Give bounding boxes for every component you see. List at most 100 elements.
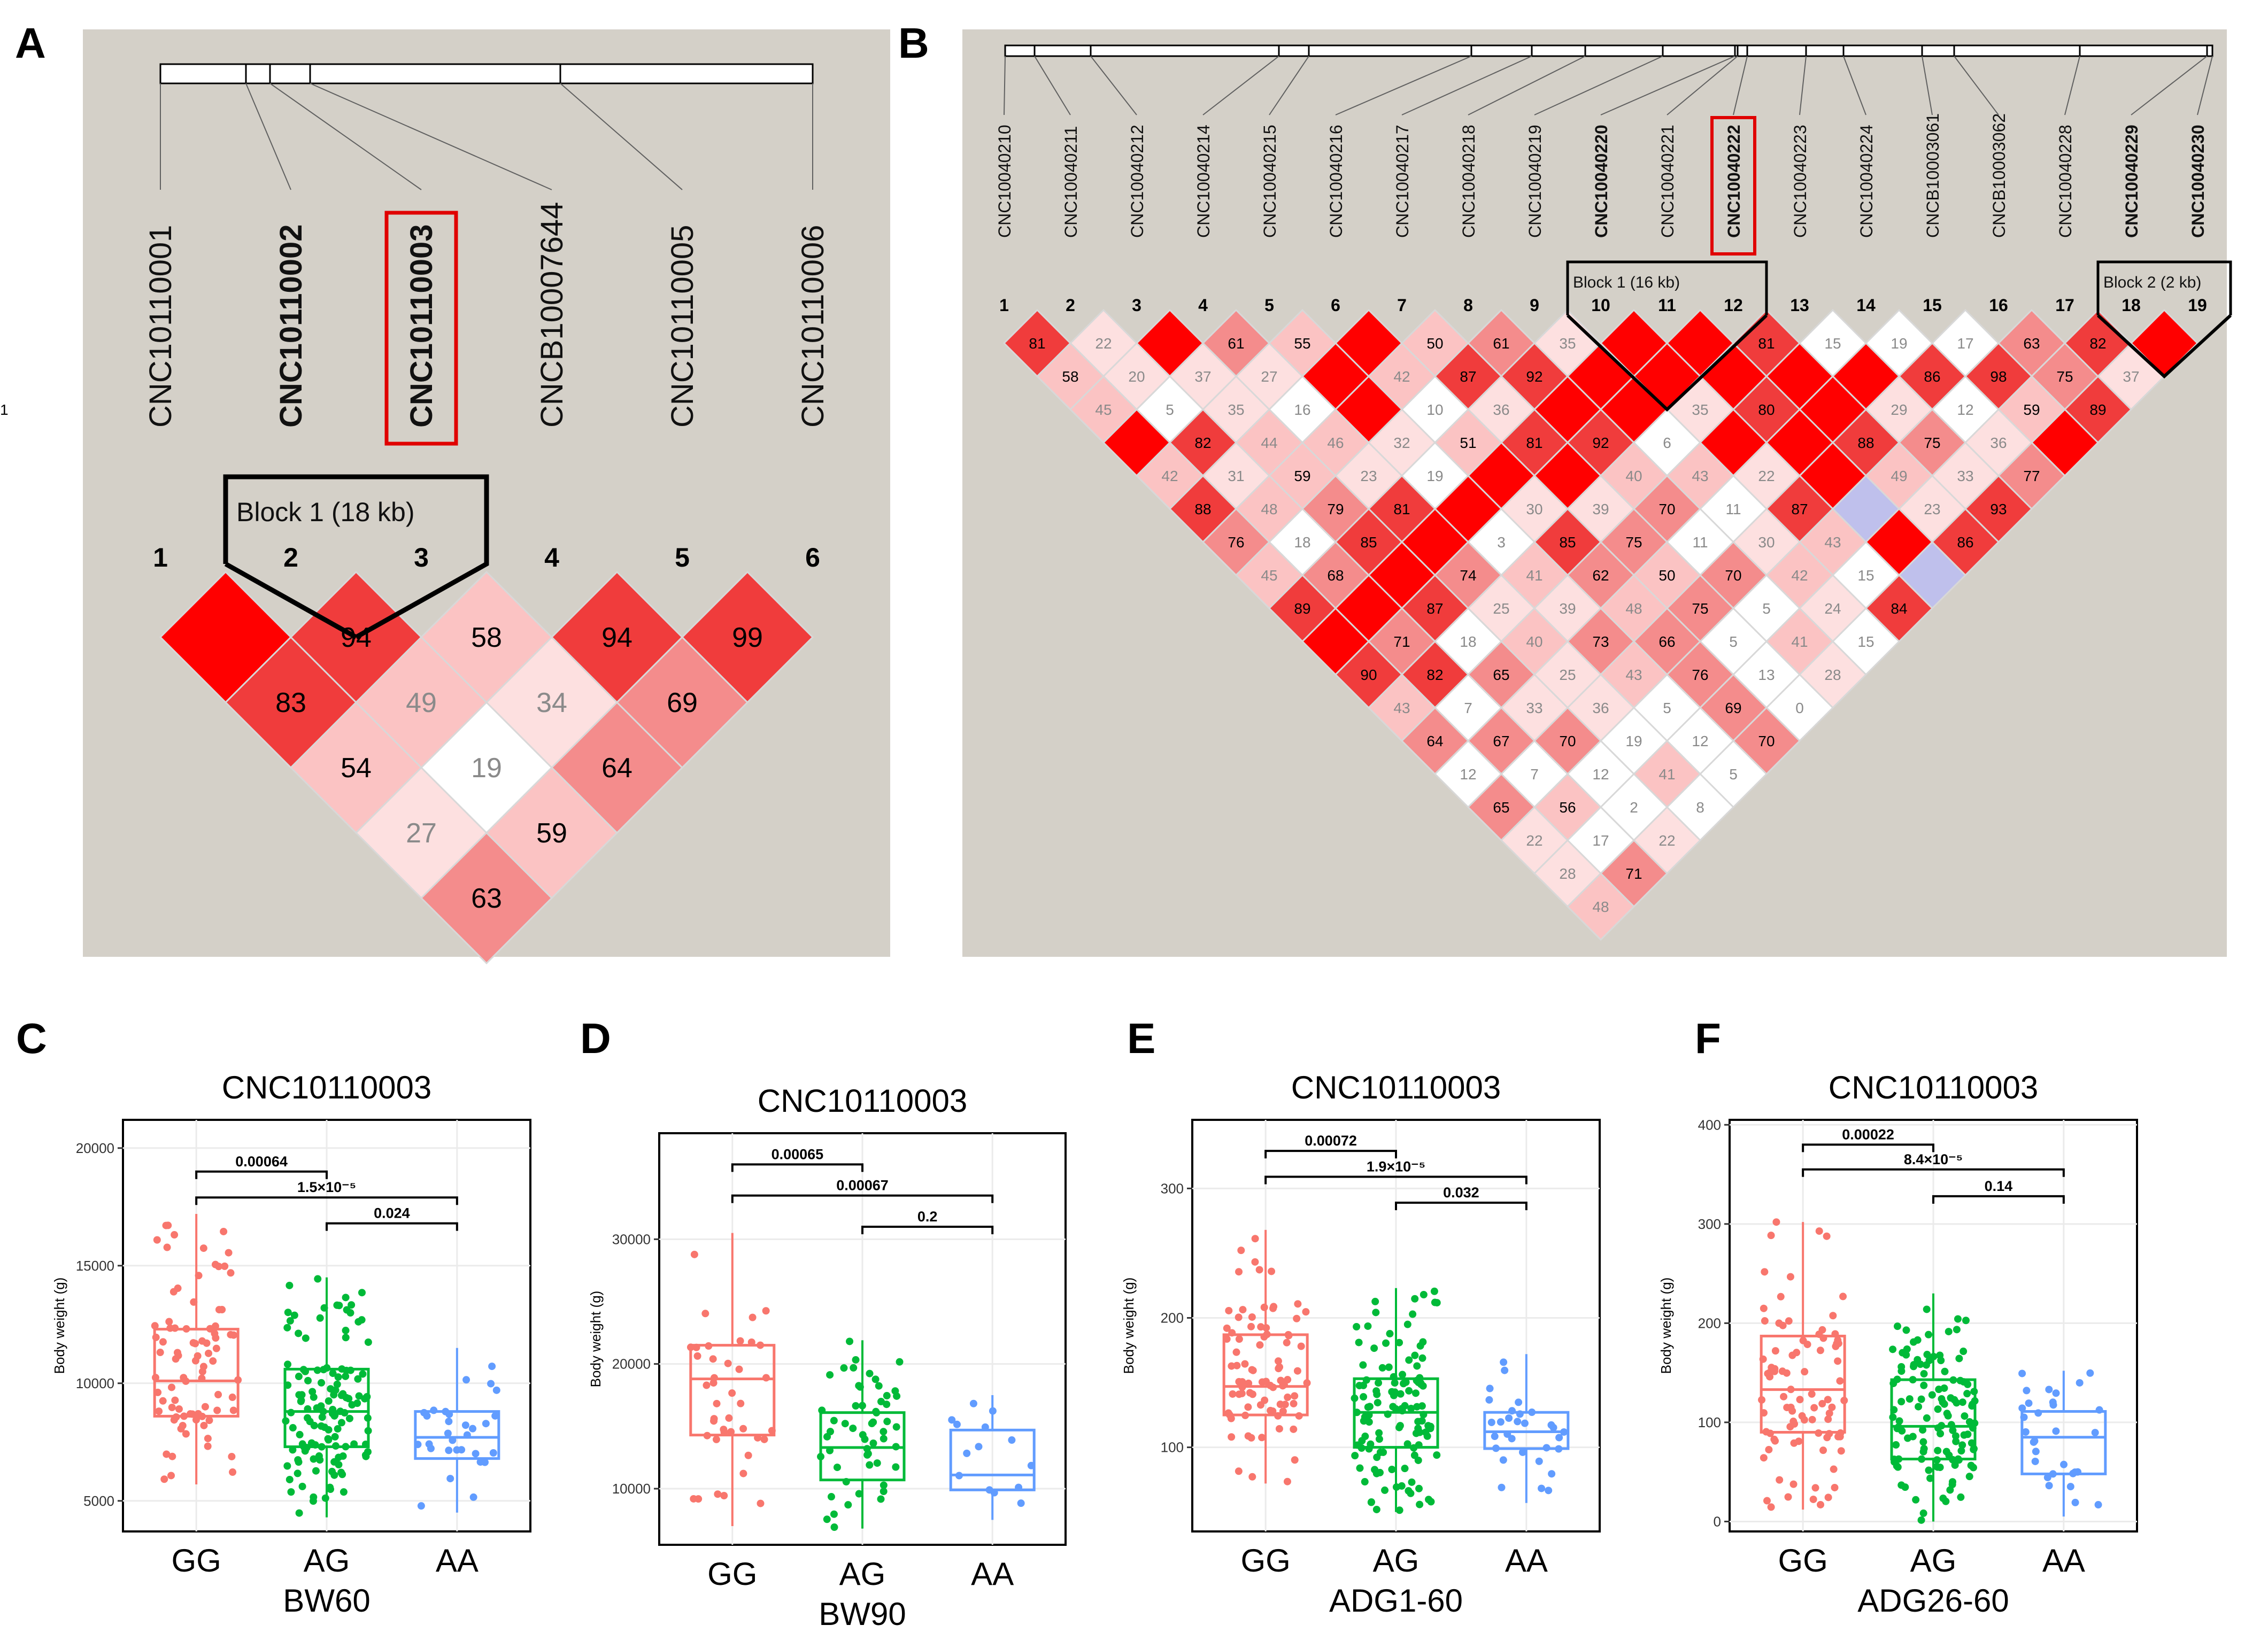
data-point <box>1496 1418 1505 1426</box>
data-point <box>2031 1437 2039 1445</box>
data-point <box>1372 1309 1380 1317</box>
data-point <box>172 1413 180 1421</box>
marker-index-label: 19 <box>2188 296 2207 315</box>
ld-value-label: 99 <box>732 622 763 653</box>
comparison-p-value: 0.14 <box>1985 1178 2013 1194</box>
data-point <box>1787 1403 1795 1411</box>
data-point <box>1893 1462 1901 1470</box>
chart-title: CNC10110003 <box>1291 1070 1501 1105</box>
ld-value-label: 27 <box>1261 368 1277 385</box>
data-point <box>1925 1466 1933 1474</box>
data-point <box>283 1324 291 1332</box>
data-point <box>1762 1428 1770 1436</box>
data-point <box>2022 1428 2030 1436</box>
data-point <box>849 1425 857 1433</box>
data-point <box>286 1475 294 1483</box>
data-point <box>345 1414 353 1422</box>
ld-value-label: 19 <box>1426 468 1443 484</box>
data-point <box>364 1427 372 1435</box>
data-point <box>720 1428 728 1436</box>
data-point <box>1371 1297 1379 1305</box>
data-point <box>2091 1429 2099 1437</box>
ld-value-label: 36 <box>1493 401 1509 418</box>
data-point <box>205 1349 213 1357</box>
marker-index-label: 18 <box>2122 296 2141 315</box>
ld-value-label: 23 <box>1360 468 1377 484</box>
data-point <box>1430 1287 1438 1295</box>
data-point <box>175 1405 183 1413</box>
data-point <box>1353 1408 1361 1417</box>
ld-value-label: 5 <box>1729 766 1738 783</box>
data-point <box>1514 1418 1522 1426</box>
marker-connector-line <box>269 83 422 190</box>
ld-value-label: 75 <box>1625 534 1642 551</box>
data-point <box>198 1337 206 1345</box>
data-point <box>1937 1430 1945 1438</box>
comparison-bracket <box>195 1170 328 1179</box>
marker-index-label: 4 <box>1198 296 1208 315</box>
data-point <box>310 1493 318 1501</box>
data-point <box>871 1375 880 1383</box>
marker-index-label: 3 <box>414 543 429 572</box>
data-point <box>2018 1369 2026 1377</box>
data-point <box>1295 1412 1303 1420</box>
data-point <box>1906 1395 1914 1403</box>
data-point <box>1788 1351 1796 1359</box>
data-point <box>969 1399 977 1407</box>
block-outline <box>1566 260 1768 315</box>
ld-value-label: 44 <box>1261 435 1277 451</box>
data-point <box>1487 1418 1495 1426</box>
data-point <box>1401 1465 1409 1473</box>
data-point <box>1958 1398 1966 1406</box>
data-point <box>1390 1391 1398 1399</box>
data-point <box>1817 1500 1825 1508</box>
data-point <box>171 1231 179 1239</box>
data-point <box>212 1344 220 1352</box>
marker-index-label: 2 <box>1066 296 1075 315</box>
data-point <box>1922 1361 1930 1369</box>
marker-index-label: 1 <box>999 296 1009 315</box>
data-point <box>469 1493 477 1501</box>
data-point <box>1828 1403 1836 1411</box>
data-point <box>1410 1444 1418 1452</box>
ld-value-label: 50 <box>1426 335 1443 352</box>
data-point <box>304 1376 312 1384</box>
ld-value-label: 19 <box>1625 733 1642 749</box>
ld-value-label: 70 <box>1725 567 1741 584</box>
ld-value-label: 43 <box>1625 667 1642 683</box>
data-point <box>1233 1361 1241 1369</box>
data-point <box>1758 1396 1766 1404</box>
data-point <box>1375 1379 1383 1387</box>
ld-value-label: 68 <box>1327 567 1344 584</box>
data-point <box>342 1372 350 1380</box>
data-point <box>1919 1509 1927 1517</box>
data-point <box>163 1243 171 1251</box>
data-point <box>1360 1417 1368 1425</box>
data-point <box>1274 1357 1282 1365</box>
data-point <box>1303 1379 1311 1387</box>
ld-value-label: 61 <box>1493 335 1509 352</box>
data-point <box>1498 1483 1506 1491</box>
marker-name-label: CNC10110006 <box>796 225 830 428</box>
data-point <box>362 1452 370 1460</box>
data-point <box>169 1288 178 1296</box>
ld-value-label: 12 <box>1592 766 1609 783</box>
data-point <box>1778 1367 1786 1375</box>
ld-value-label: 98 <box>1990 368 2007 385</box>
data-point <box>827 1493 835 1501</box>
ld-value-label: 81 <box>1393 501 1410 517</box>
data-point <box>747 1338 755 1346</box>
data-point <box>844 1501 852 1509</box>
data-point <box>1928 1391 1936 1399</box>
panel-d-boxplot: D CNC10110003 10000 20000 30000 GG AG AA BW90 Bod… <box>580 1015 1067 1632</box>
data-point <box>1408 1478 1416 1486</box>
data-point <box>1391 1379 1399 1387</box>
data-point <box>1411 1389 1420 1397</box>
data-point <box>364 1338 372 1346</box>
data-point <box>167 1472 175 1480</box>
data-point <box>489 1449 497 1457</box>
data-point <box>1398 1405 1406 1413</box>
ld-value-label: 54 <box>341 753 372 784</box>
data-point <box>1290 1399 1298 1407</box>
data-point <box>302 1367 310 1375</box>
